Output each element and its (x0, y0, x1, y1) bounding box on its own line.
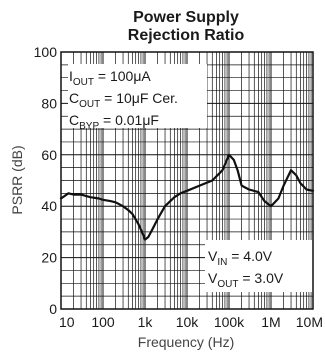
y-tick-label: 100 (34, 44, 58, 60)
x-tick-label: 1M (261, 314, 280, 330)
x-axis-label: Frequency (Hz) (138, 334, 234, 350)
bottom-right-annotation-box (205, 240, 313, 292)
y-tick-label: 80 (41, 95, 57, 111)
chart-title-line-1: Power Supply (133, 9, 239, 26)
vin-note: VIN = 4.0V (208, 248, 273, 268)
x-tick-label: 1k (138, 314, 154, 330)
y-tick-label: 40 (41, 198, 57, 214)
data-line-group (59, 153, 315, 241)
top-left-annotation-box (68, 64, 207, 128)
tick-labels: 10 100 1k 10k 100k 1M 10M 0 20 40 60 80 100 (34, 44, 323, 330)
cout-note: COUT = 10μF Cer. (69, 90, 178, 110)
top-left-annotation: IOUT = 100μA COUT = 10μF Cer. CBYP = 0.0… (68, 64, 207, 132)
y-tick-label: 60 (41, 147, 57, 163)
x-tick-label: 100k (214, 314, 245, 330)
y-tick-label: 20 (41, 250, 57, 266)
y-tick-label: 0 (49, 301, 57, 317)
vout-note: VOUT = 3.0V (208, 270, 284, 290)
bottom-right-annotation: VIN = 4.0V VOUT = 3.0V (205, 240, 313, 292)
iout-note: IOUT = 100μA (69, 68, 151, 88)
x-tick-label: 10M (296, 314, 323, 330)
cbyp-note: CBYP = 0.01μF (69, 112, 159, 132)
x-tick-label: 10 (59, 314, 75, 330)
psrr-series-line (59, 153, 315, 241)
x-tick-label: 10k (176, 314, 200, 330)
x-tick-label: 100 (91, 314, 115, 330)
y-axis-label: PSRR (dB) (9, 145, 25, 214)
chart-title-line-2: Rejection Ratio (128, 27, 245, 44)
plot-frame (60, 51, 314, 310)
